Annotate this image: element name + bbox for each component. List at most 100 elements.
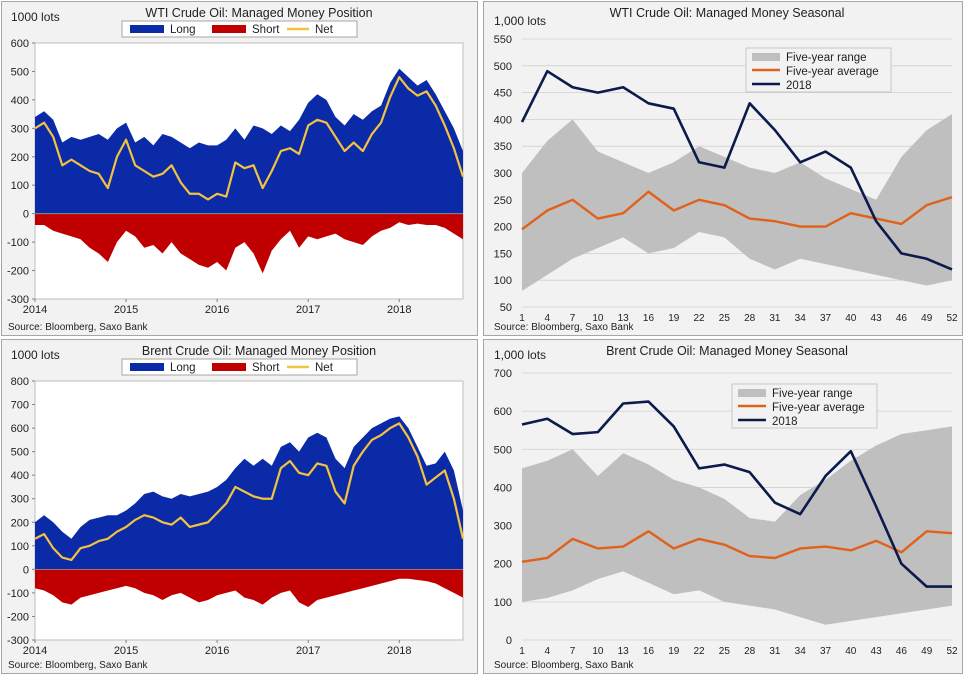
- x-tick-label: 2015: [114, 304, 138, 316]
- y-tick-label: 400: [494, 114, 512, 126]
- short-area: [35, 213, 463, 274]
- x-tick-label: 37: [820, 313, 832, 324]
- y-tick-label: 350: [494, 141, 512, 153]
- y-tick-label: -300: [7, 635, 29, 647]
- x-tick-label: 28: [744, 646, 756, 657]
- chart-title: WTI Crude Oil: Managed Money Position: [145, 6, 372, 20]
- y-tick-label: 300: [494, 521, 512, 533]
- x-tick-label: 10: [592, 313, 604, 324]
- y-tick-label: 550: [494, 34, 512, 46]
- legend-label: 2018: [786, 80, 812, 92]
- y-tick-label: -200: [7, 611, 29, 623]
- y-tick-label: 400: [494, 482, 512, 494]
- x-tick-label: 16: [643, 313, 655, 324]
- x-tick-label: 2016: [205, 304, 229, 316]
- y-tick-label: 300: [11, 123, 29, 135]
- x-tick-label: 2014: [23, 645, 47, 657]
- y-tick-label: 100: [494, 275, 512, 287]
- chart-unit: 1,000 lots: [494, 348, 546, 362]
- legend-label: Five-year range: [772, 388, 853, 400]
- source-note: Source: Bloomberg, Saxo Bank: [8, 660, 149, 671]
- source-note: Source: Bloomberg, Saxo Bank: [494, 660, 635, 671]
- net-line: [34, 76, 465, 201]
- legend-label: Net: [315, 24, 334, 36]
- long-area: [35, 68, 463, 214]
- y-tick-label: 600: [11, 423, 29, 435]
- legend-swatch-short: [212, 25, 246, 33]
- y-tick-label: 50: [500, 302, 512, 314]
- five-year-range-area: [522, 426, 952, 625]
- y-tick-label: 250: [494, 195, 512, 207]
- y-tick-label: 700: [494, 368, 512, 380]
- x-tick-label: 4: [545, 313, 551, 324]
- x-tick-label: 4: [545, 646, 551, 657]
- x-tick-label: 7: [570, 646, 576, 657]
- net-line: [34, 422, 465, 562]
- y-tick-label: 100: [11, 541, 29, 553]
- legend-label: Five-year average: [772, 402, 865, 414]
- y-tick-label: 500: [494, 444, 512, 456]
- legend-swatch-short: [212, 363, 246, 371]
- x-tick-label: 40: [845, 646, 857, 657]
- x-tick-label: 19: [668, 313, 680, 324]
- x-tick-label: 22: [693, 313, 705, 324]
- x-tick-label: 2018: [387, 304, 411, 316]
- y-tick-label: 300: [11, 494, 29, 506]
- line-2018: [520, 69, 953, 271]
- x-tick-label: 7: [570, 313, 576, 324]
- x-tick-label: 10: [592, 646, 604, 657]
- y-tick-label: 100: [494, 597, 512, 609]
- x-tick-label: 52: [946, 646, 958, 657]
- legend-label: Net: [315, 362, 334, 374]
- x-tick-label: 2015: [114, 645, 138, 657]
- x-tick-label: 40: [845, 313, 857, 324]
- chart-unit: 1000 lots: [11, 10, 60, 24]
- y-tick-label: 100: [11, 180, 29, 192]
- legend-label: Short: [252, 362, 280, 374]
- x-tick-label: 16: [643, 646, 655, 657]
- y-tick-label: 500: [11, 447, 29, 459]
- x-tick-label: 49: [921, 646, 933, 657]
- chart-title: Brent Crude Oil: Managed Money Seasonal: [606, 344, 848, 358]
- x-tick-label: 2017: [296, 304, 320, 316]
- x-tick-label: 19: [668, 646, 680, 657]
- brent-position-chart: -300 -200 -100 0 100 200 300 400 500 600 700 800 201…: [1, 339, 478, 674]
- x-tick-label: 37: [820, 646, 832, 657]
- wti-position-chart: -300 -200 -100 0 100 200 300 400 500 600 2014 2015 2…: [1, 1, 478, 336]
- y-tick-label: 400: [11, 95, 29, 107]
- x-tick-label: 52: [946, 313, 958, 324]
- legend-label: Five-year average: [786, 66, 879, 78]
- legend-label: Five-year range: [786, 52, 867, 64]
- y-tick-label: 700: [11, 400, 29, 412]
- chart-title: Brent Crude Oil: Managed Money Position: [142, 344, 376, 358]
- source-note: Source: Bloomberg, Saxo Bank: [494, 322, 635, 333]
- y-tick-label: 150: [494, 248, 512, 260]
- wti-seasonal-chart: 50 100 150 200 250 300 350 400 450 500 550 1 4 7 10 13 1…: [483, 1, 963, 336]
- legend-swatch-long: [130, 25, 164, 33]
- legend-label: Long: [170, 362, 196, 374]
- five-year-range-area: [522, 114, 952, 291]
- legend-swatch-range: [752, 53, 780, 61]
- y-tick-label: 500: [11, 66, 29, 78]
- y-tick-label: 450: [494, 88, 512, 100]
- y-tick-label: 0: [23, 209, 29, 221]
- y-tick-label: -100: [7, 588, 29, 600]
- y-tick-label: -300: [7, 294, 29, 306]
- x-tick-label: 22: [693, 646, 705, 657]
- y-tick-label: -100: [7, 237, 29, 249]
- x-tick-label: 49: [921, 313, 933, 324]
- x-tick-label: 31: [769, 313, 781, 324]
- line-2018: [521, 400, 952, 588]
- chart-unit: 1,000 lots: [494, 14, 546, 28]
- y-tick-label: 500: [494, 61, 512, 73]
- x-tick-label: 46: [896, 313, 908, 324]
- five-year-average-line: [521, 530, 953, 563]
- x-tick-label: 1: [519, 646, 525, 657]
- y-tick-label: 800: [11, 376, 29, 388]
- y-tick-label: 0: [23, 564, 29, 576]
- short-area: [35, 569, 463, 608]
- x-tick-label: 46: [896, 646, 908, 657]
- x-tick-label: 34: [795, 313, 807, 324]
- legend-swatch-long: [130, 363, 164, 371]
- y-tick-label: 200: [11, 152, 29, 164]
